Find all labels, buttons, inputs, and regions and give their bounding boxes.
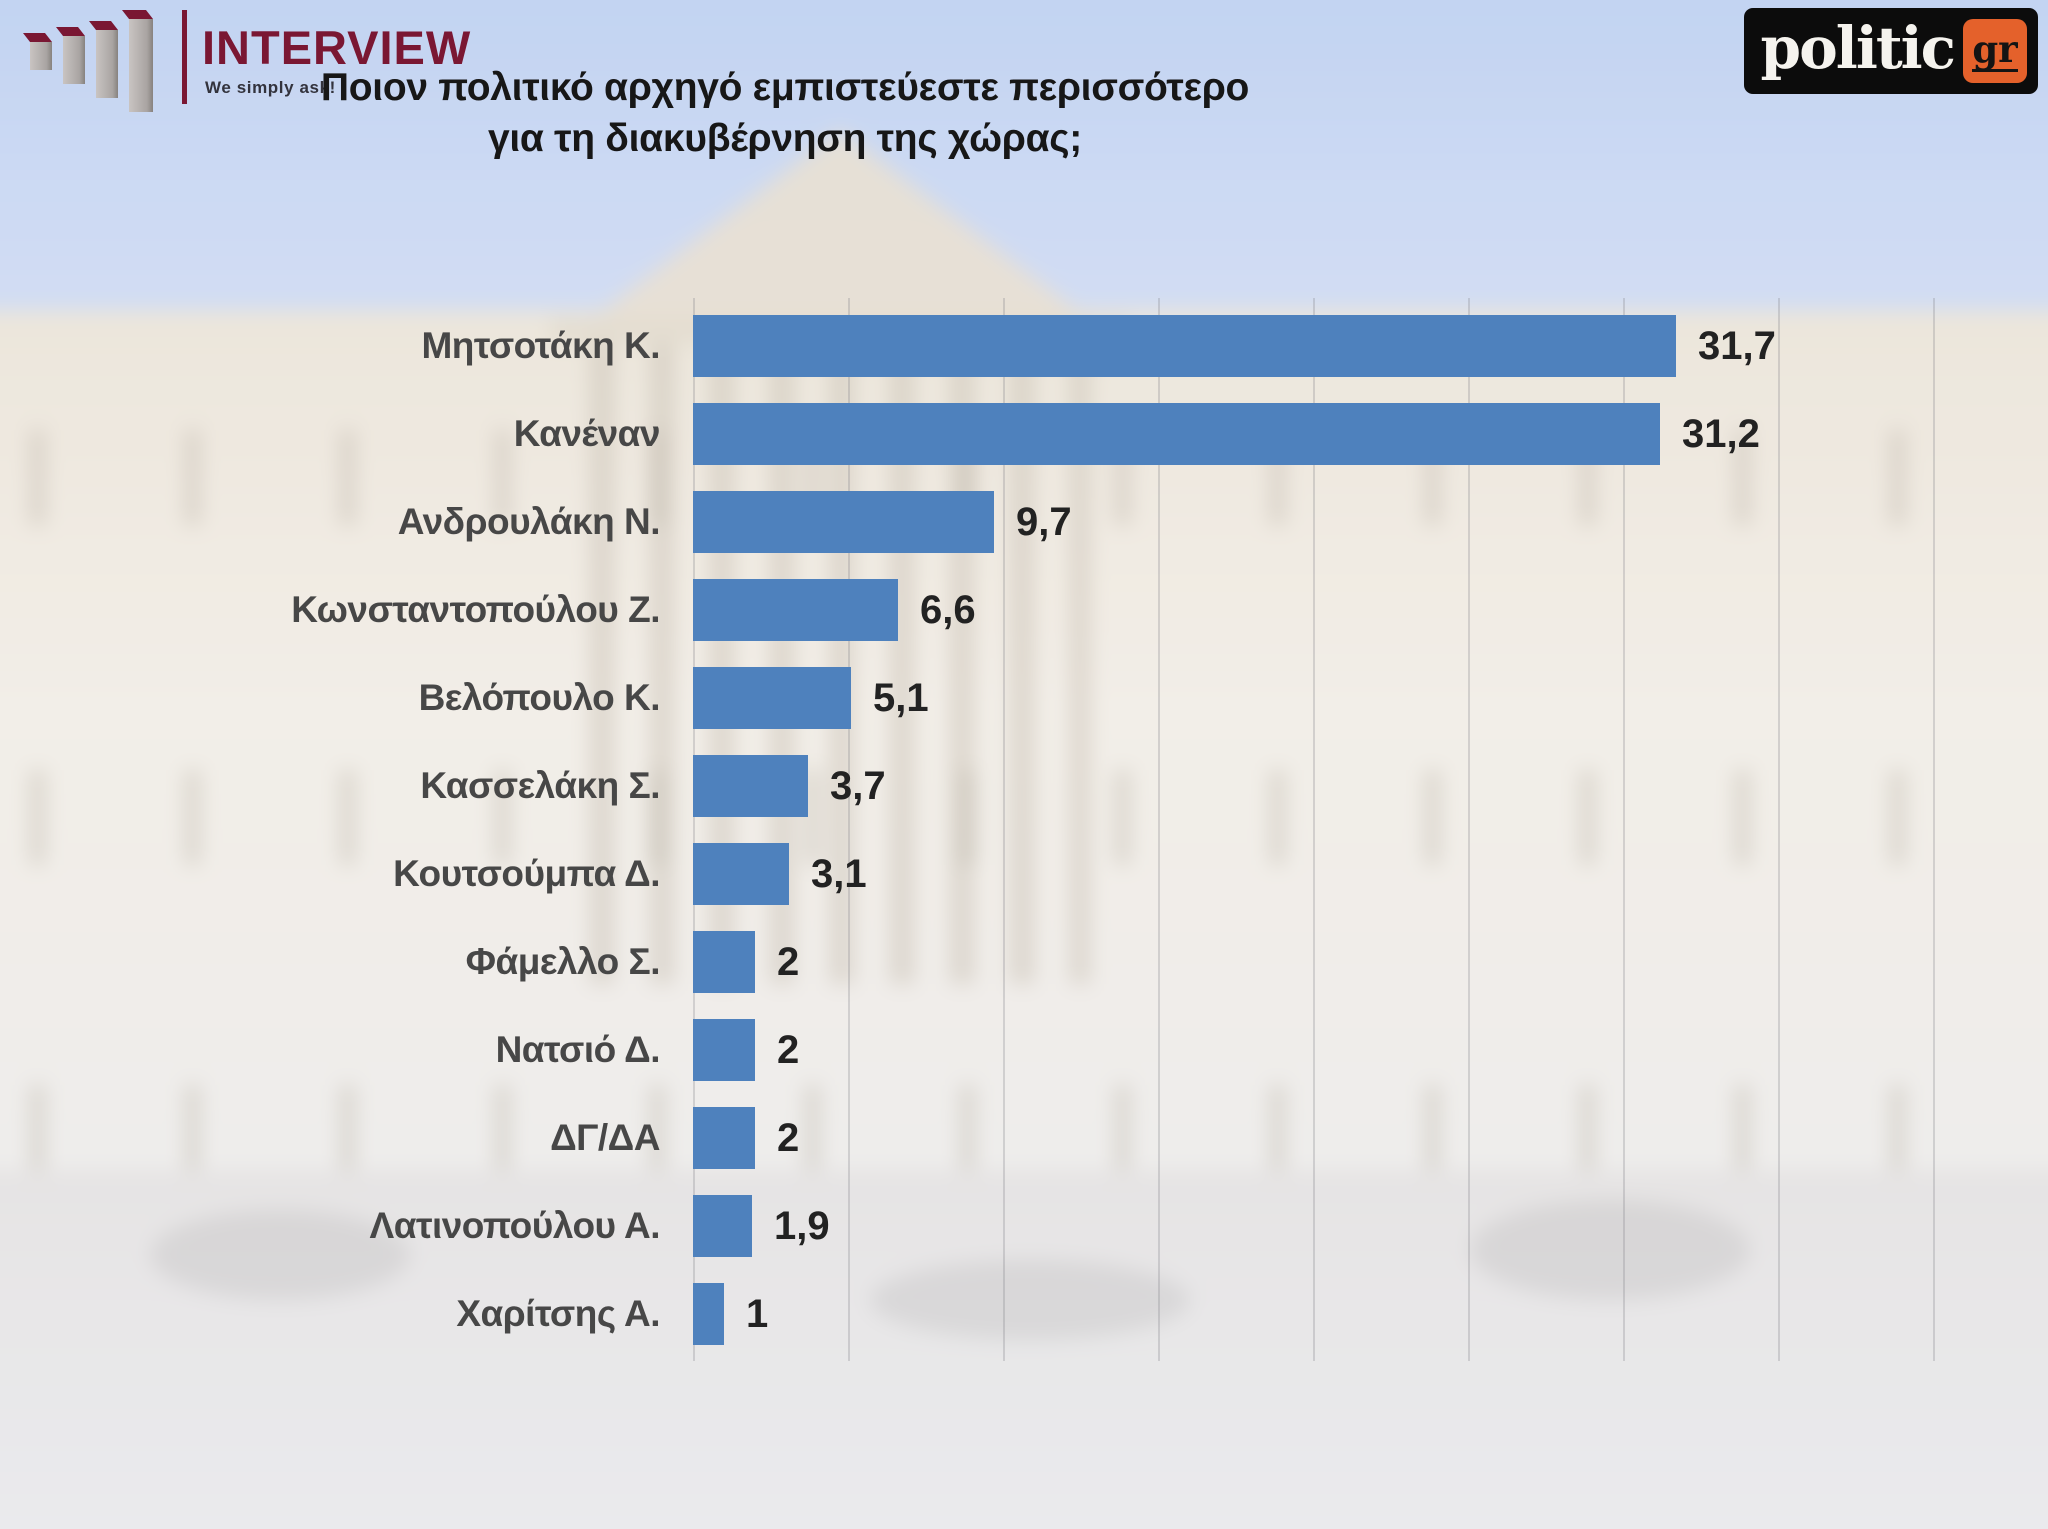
value-label: 2: [777, 1028, 800, 1072]
chart-row: Λατινοπούλου Α. 1,9: [0, 1195, 2048, 1257]
politic-brand-text: politic: [1760, 14, 1956, 82]
category-label: Βελόπουλο Κ.: [418, 677, 661, 718]
chart-row: Κωνσταντοπούλου Ζ. 6,6: [0, 579, 2048, 641]
value-label: 31,7: [1698, 324, 1776, 368]
politic-gr-text: gr: [1972, 26, 2018, 72]
gridline: [1933, 298, 1935, 1361]
gridline: [1003, 298, 1005, 1361]
bar: [693, 579, 898, 641]
bar: [693, 843, 789, 905]
category-label: Φάμελλο Σ.: [465, 941, 661, 982]
chart-row: ΔΓ/ΔΑ 2: [0, 1107, 2048, 1169]
value-label: 3,7: [830, 764, 886, 808]
value-label: 31,2: [1682, 412, 1760, 456]
logo-divider: [182, 10, 187, 104]
category-label: Κασσελάκη Σ.: [420, 765, 660, 806]
chart-title-line1: Ποιον πολιτικό αρχηγό εμπιστεύεστε περισ…: [320, 66, 1250, 109]
chart-title-line2: για τη διακυβέρνηση της χώρας;: [488, 117, 1082, 160]
bar: [693, 667, 851, 729]
interview-tagline: We simply ask!: [205, 78, 336, 97]
category-label: Κωνσταντοπούλου Ζ.: [291, 589, 660, 630]
bar: [693, 1107, 755, 1169]
gridline: [1468, 298, 1470, 1361]
chart-row: Κουτσούμπα Δ. 3,1: [0, 843, 2048, 905]
gridline: [1158, 298, 1160, 1361]
bar: [693, 1195, 752, 1257]
value-label: 1: [746, 1292, 769, 1336]
category-label: Νατσιό Δ.: [495, 1029, 661, 1070]
chart-row: Χαρίτσης Α. 1: [0, 1283, 2048, 1345]
value-label: 2: [777, 940, 800, 984]
category-label: Μητσοτάκη Κ.: [421, 325, 660, 366]
bar: [693, 1019, 755, 1081]
politic-logo: politic gr: [1743, 8, 2038, 94]
category-label: ΔΓ/ΔΑ: [550, 1117, 660, 1158]
value-label: 6,6: [920, 588, 976, 632]
value-label: 1,9: [774, 1204, 830, 1248]
gridline: [848, 298, 850, 1361]
value-label: 3,1: [811, 852, 867, 896]
gridline: [1313, 298, 1315, 1361]
interview-brand-text: INTERVIEW: [202, 21, 472, 74]
bar: [693, 315, 1676, 377]
interview-logo: INTERVIEW We simply ask!: [22, 4, 492, 114]
chart-row: Μητσοτάκη Κ. 31,7: [0, 315, 2048, 377]
category-label: Ανδρουλάκη Ν.: [397, 501, 661, 542]
chart-title: Ποιον πολιτικό αρχηγό εμπιστεύεστε περισ…: [210, 62, 1360, 164]
bar: [693, 1283, 724, 1345]
bar: [693, 403, 1660, 465]
category-label: Κουτσούμπα Δ.: [393, 853, 660, 894]
chart-row: Νατσιό Δ. 2: [0, 1019, 2048, 1081]
bar: [693, 755, 808, 817]
value-label: 2: [777, 1116, 800, 1160]
category-label: Κανέναν: [513, 413, 661, 454]
chart-row: Φάμελλο Σ. 2: [0, 931, 2048, 993]
politic-gr-badge: gr: [1963, 19, 2027, 83]
gridline: [693, 298, 695, 1361]
gridline: [1778, 298, 1780, 1361]
chart-row: Κασσελάκη Σ. 3,7: [0, 755, 2048, 817]
bar: [693, 491, 994, 553]
value-label: 9,7: [1016, 500, 1072, 544]
chart-row: Κανέναν 31,2: [0, 403, 2048, 465]
gridline: [1623, 298, 1625, 1361]
bar-chart: Μητσοτάκη Κ. 31,7 Κανέναν 31,2 Ανδρουλάκ…: [0, 298, 2048, 1361]
chart-row: Βελόπουλο Κ. 5,1: [0, 667, 2048, 729]
bar-chart-logo-icon: [23, 10, 153, 112]
category-label: Χαρίτσης Α.: [456, 1293, 660, 1334]
bar: [693, 931, 755, 993]
chart-row: Ανδρουλάκη Ν. 9,7: [0, 491, 2048, 553]
value-label: 5,1: [873, 676, 929, 720]
category-label: Λατινοπούλου Α.: [369, 1205, 661, 1246]
